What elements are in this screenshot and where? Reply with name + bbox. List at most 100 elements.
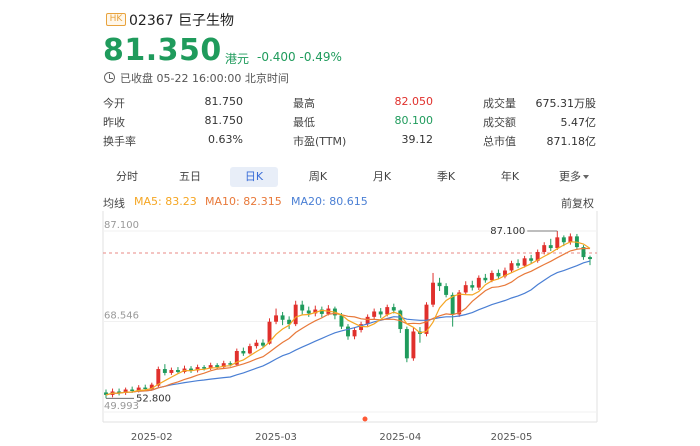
candle-body <box>123 389 128 393</box>
tab-monthly-k[interactable]: 月K <box>372 170 392 183</box>
quote-value: 871.18亿 <box>546 135 597 148</box>
candle-body <box>391 307 396 311</box>
candle-body <box>431 282 435 305</box>
y-tick-label: 49.993 <box>104 401 139 412</box>
candle-body <box>346 326 350 337</box>
market-status: 已收盘 05-22 16:00:00 北京时间 <box>120 72 289 85</box>
x-tick-label: 2025-04 <box>379 432 421 443</box>
x-tick-label: 2025-02 <box>131 432 173 443</box>
candle-body <box>228 363 233 365</box>
candle-body <box>522 258 527 266</box>
current-price: 81.350 <box>103 33 222 68</box>
candle-body <box>588 257 592 260</box>
stock-title: 02367 巨子生物 <box>129 13 234 29</box>
tab-daily-k[interactable]: 日K <box>230 167 278 187</box>
candle-body <box>306 310 311 314</box>
quote-value: 81.750 <box>204 114 244 127</box>
candle-body <box>411 331 416 359</box>
quote-label: 今开 <box>103 97 125 110</box>
ma10-value: MA10: 82.315 <box>205 195 282 208</box>
x-tick-label: 2025-03 <box>255 432 297 443</box>
candle-body <box>175 370 180 372</box>
ma10-line <box>105 247 591 396</box>
annotation-label: 87.100 <box>490 226 525 237</box>
candle-body <box>476 277 481 288</box>
candle-body <box>352 330 357 337</box>
ma20-line <box>105 260 591 396</box>
market-badge: HK <box>106 13 126 26</box>
candle-body <box>339 315 344 327</box>
candle-body <box>241 350 246 354</box>
candle-body <box>561 237 566 243</box>
candle-body <box>542 245 547 252</box>
candle-body <box>457 292 462 315</box>
quote-value: 5.47亿 <box>560 116 597 129</box>
ma20-value: MA20: 80.615 <box>291 195 368 208</box>
candle-body <box>208 365 213 369</box>
tab-five-day[interactable]: 五日 <box>179 170 201 183</box>
quote-value: 0.63% <box>208 133 243 146</box>
candle-body <box>463 285 468 293</box>
candle-body <box>280 315 285 320</box>
candle-body <box>529 258 534 261</box>
candle-body <box>117 391 122 393</box>
candle-body <box>287 319 292 325</box>
candle-body <box>319 309 324 314</box>
quote-label: 昨收 <box>103 116 125 129</box>
quote-label: 换手率 <box>103 135 136 148</box>
x-tick-label: 2025-05 <box>491 432 533 443</box>
candle-body <box>555 237 560 249</box>
candle-body <box>247 346 252 354</box>
price-change: -0.400 -0.49% <box>257 50 342 64</box>
adjust-mode[interactable]: 前复权 <box>561 197 594 210</box>
candle-body <box>130 389 135 391</box>
candle-body <box>261 342 265 346</box>
quote-value: 39.12 <box>401 133 434 146</box>
tab-weekly-k[interactable]: 周K <box>308 170 328 183</box>
candle-body <box>535 251 540 261</box>
candle-body <box>136 387 141 391</box>
y-tick-label: 87.100 <box>104 220 139 231</box>
candle-body <box>143 387 148 390</box>
candle-body <box>581 247 586 258</box>
event-marker-dot <box>362 416 368 422</box>
tab-yearly-k[interactable]: 年K <box>500 170 520 183</box>
candle-body <box>202 367 207 369</box>
tab-quarterly-k[interactable]: 季K <box>436 170 456 183</box>
candle-body <box>267 321 272 344</box>
quote-label: 总市值 <box>483 135 516 148</box>
candle-body <box>516 263 521 266</box>
candle-body <box>195 367 200 371</box>
candle-body <box>365 316 370 325</box>
quote-label: 最高 <box>293 97 315 110</box>
chevron-down-icon <box>583 175 589 179</box>
ma5-value: MA5: 83.23 <box>134 195 197 208</box>
candle-body <box>483 277 488 281</box>
ma-title: 均线 <box>103 197 125 210</box>
candle-body <box>215 365 220 368</box>
quote-label: 市盈(TTM) <box>293 135 347 148</box>
candle-body <box>169 370 174 373</box>
candle-body <box>234 350 239 365</box>
candle-body <box>189 368 193 371</box>
candle-body <box>450 294 455 315</box>
candle-body <box>404 329 409 359</box>
quote-value: 82.050 <box>394 95 434 108</box>
candle-body <box>156 369 161 386</box>
tab-more[interactable]: 更多 <box>550 167 598 187</box>
candle-body <box>470 285 475 288</box>
candle-body <box>313 309 318 314</box>
annotation-label: 52.800 <box>136 393 171 404</box>
candle-body <box>162 369 167 373</box>
candle-body <box>149 384 154 390</box>
price-unit: 港元 <box>225 52 250 66</box>
candle-body <box>372 311 377 317</box>
tab-intraday[interactable]: 分时 <box>116 170 138 183</box>
candle-body <box>548 245 553 249</box>
candle-body <box>385 307 390 315</box>
candle-body <box>496 272 501 277</box>
candle-body <box>300 304 305 311</box>
candle-body <box>489 272 494 281</box>
quote-label: 成交量 <box>483 97 516 110</box>
